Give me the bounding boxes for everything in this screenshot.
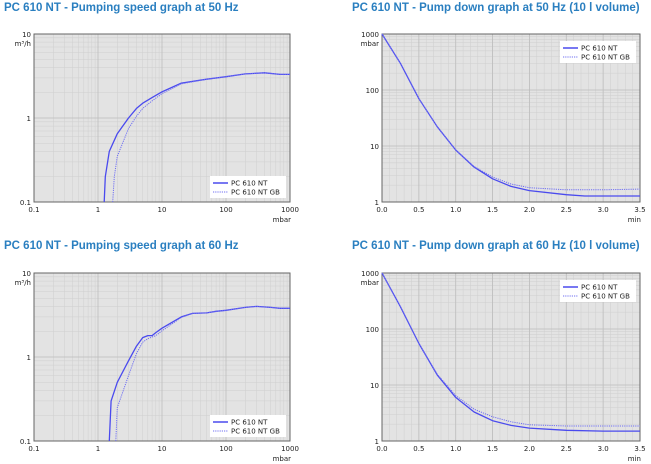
legend-label: PC 610 NT — [231, 419, 268, 427]
y-axis-unit: mbar — [361, 40, 380, 48]
y-tick-label: 10 — [22, 31, 31, 39]
plot-frame — [33, 33, 291, 203]
legend-label: PC 610 NT GB — [231, 428, 280, 436]
x-axis-unit: min — [628, 216, 641, 224]
y-tick-label: 10 — [370, 382, 379, 390]
x-axis-unit: mbar — [273, 216, 292, 224]
x-tick-label: 0.5 — [413, 206, 424, 214]
x-tick-label: 100 — [219, 206, 232, 214]
y-axis-unit: mbar — [361, 279, 380, 287]
chart-title-speed-60hz: PC 610 NT - Pumping speed graph at 60 Hz — [4, 240, 239, 252]
legend-label: PC 610 NT GB — [231, 189, 280, 197]
x-tick-label: 3.5 — [634, 445, 645, 453]
x-tick-label: 1.5 — [487, 445, 498, 453]
legend-label: PC 610 NT GB — [581, 293, 630, 301]
plot-frame — [381, 33, 641, 203]
legend-label: PC 610 NT — [581, 284, 618, 292]
legend-box — [560, 41, 636, 63]
x-tick-label: 3.0 — [598, 206, 609, 214]
series-line-pc-610-nt — [381, 33, 640, 197]
x-tick-label: 3.0 — [598, 445, 609, 453]
x-tick-label: 0.0 — [376, 445, 387, 453]
legend-box — [560, 280, 636, 302]
x-tick-label: 1000 — [281, 445, 299, 453]
legend-label: PC 610 NT — [231, 180, 268, 188]
y-tick-label: 100 — [366, 326, 379, 334]
y-tick-label: 1 — [375, 199, 379, 207]
x-tick-label: 1.0 — [450, 206, 461, 214]
x-tick-label: 2.5 — [561, 445, 572, 453]
x-tick-label: 0.5 — [413, 445, 424, 453]
chart-title-pumpdown-50hz: PC 610 NT - Pump down graph at 50 Hz (10… — [352, 2, 640, 14]
x-tick-label: 1000 — [281, 206, 299, 214]
x-axis-unit: min — [628, 455, 641, 463]
series-line-pc-610-nt — [108, 305, 290, 442]
y-axis-unit: m³/h — [15, 279, 31, 287]
y-tick-label: 1 — [375, 438, 379, 446]
x-tick-label: 1.5 — [487, 206, 498, 214]
y-tick-label: 1000 — [361, 270, 379, 278]
x-tick-label: 10 — [158, 445, 167, 453]
y-tick-label: 1 — [27, 115, 31, 123]
series-line-pc-610-nt-gb — [381, 272, 640, 427]
x-tick-label: 0.1 — [28, 445, 39, 453]
y-tick-label: 10 — [22, 270, 31, 278]
chart-title-pumpdown-60hz: PC 610 NT - Pump down graph at 60 Hz (10… — [352, 240, 640, 252]
legend-box — [210, 415, 286, 437]
x-tick-label: 100 — [219, 445, 232, 453]
legend-label: PC 610 NT — [581, 45, 618, 53]
plot-frame — [33, 272, 291, 442]
plot-frame — [381, 272, 641, 442]
series-line-pc-610-nt-gb — [115, 305, 290, 442]
x-tick-label: 2.5 — [561, 206, 572, 214]
x-tick-label: 2.0 — [524, 206, 535, 214]
y-tick-label: 0.1 — [20, 438, 31, 446]
chart-title-speed-50hz: PC 610 NT - Pumping speed graph at 50 Hz — [4, 2, 239, 14]
legend-box — [210, 176, 286, 198]
x-tick-label: 1 — [96, 445, 100, 453]
x-tick-label: 1.0 — [450, 445, 461, 453]
x-tick-label: 10 — [158, 206, 167, 214]
x-tick-label: 1 — [96, 206, 100, 214]
y-tick-label: 0.1 — [20, 199, 31, 207]
x-tick-label: 3.5 — [634, 206, 645, 214]
x-tick-label: 0.0 — [376, 206, 387, 214]
x-tick-label: 0.1 — [28, 206, 39, 214]
y-axis-unit: m³/h — [15, 40, 31, 48]
y-tick-label: 1000 — [361, 31, 379, 39]
y-tick-label: 100 — [366, 87, 379, 95]
y-tick-label: 10 — [370, 143, 379, 151]
x-axis-unit: mbar — [273, 455, 292, 463]
x-tick-label: 2.0 — [524, 445, 535, 453]
legend-label: PC 610 NT GB — [581, 54, 630, 62]
y-tick-label: 1 — [27, 354, 31, 362]
series-line-pc-610-nt-gb — [112, 72, 290, 203]
